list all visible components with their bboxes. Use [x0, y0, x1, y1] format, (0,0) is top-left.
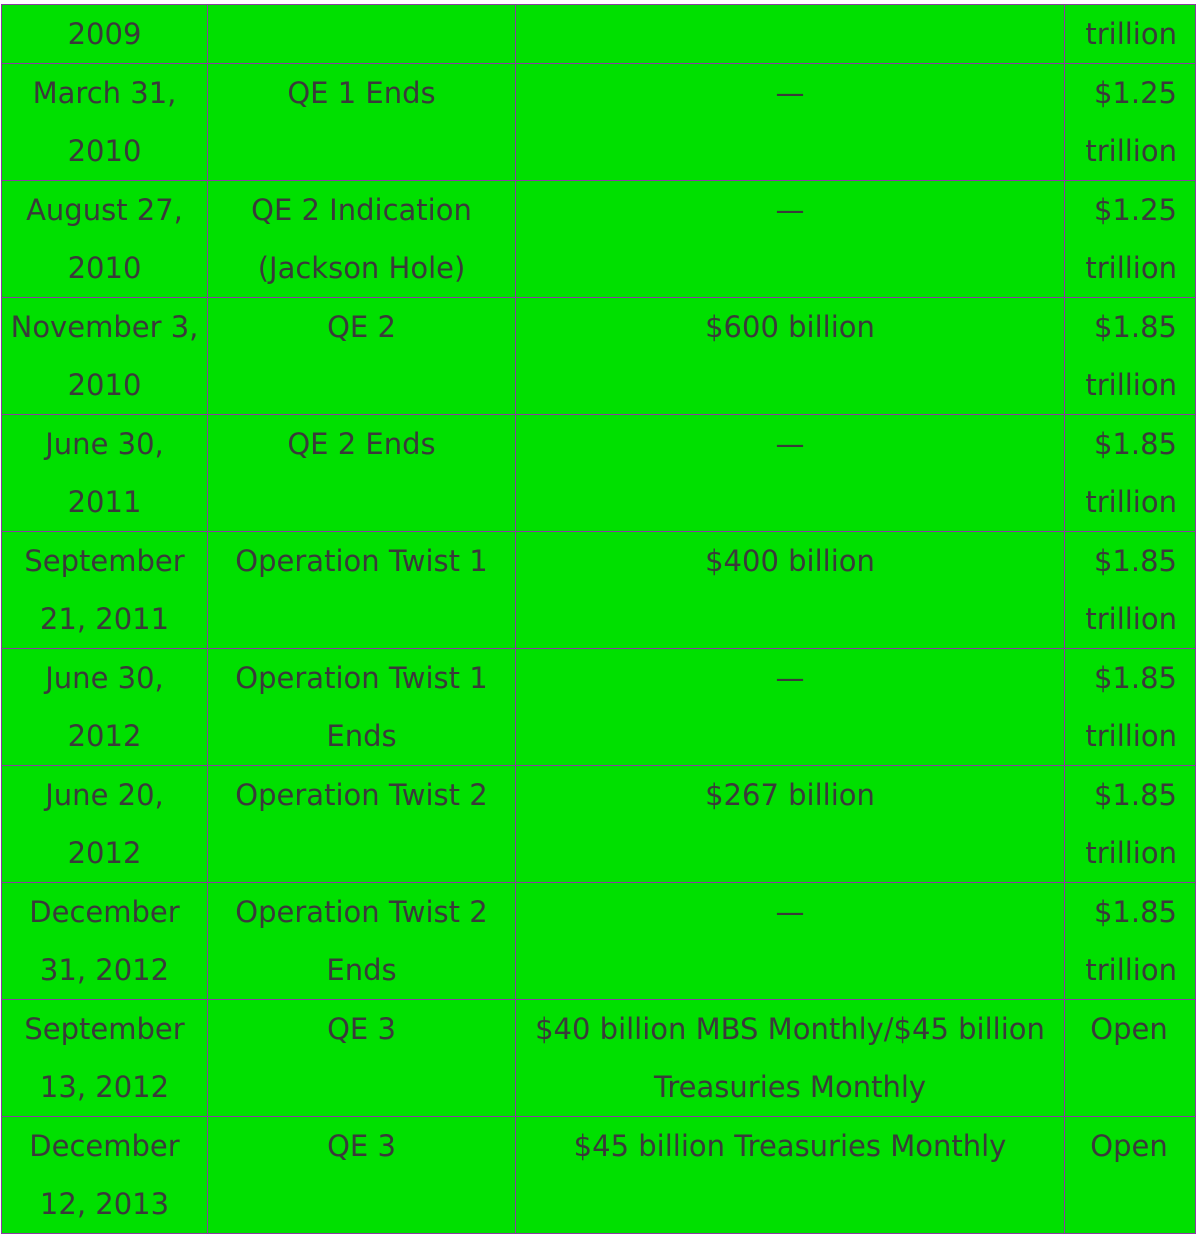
amount-cell: —: [515, 63, 1065, 181]
qe-timeline-table: 2009 trillion March 31, 2010 QE 1 Ends —…: [1, 4, 1196, 1234]
date-cell: December 12, 2013: [1, 1116, 208, 1234]
total-cell: Open: [1064, 999, 1196, 1117]
amount-cell: $400 billion: [515, 531, 1065, 649]
table-row: August 27, 2010 QE 2 Indication (Jackson…: [1, 180, 1196, 298]
table-row: June 30, 2012 Operation Twist 1 Ends — $…: [1, 648, 1196, 766]
amount-cell: —: [515, 414, 1065, 532]
total-cell: $1.85 trillion: [1064, 297, 1196, 415]
total-cell: $1.85 trillion: [1064, 414, 1196, 532]
date-cell: December 31, 2012: [1, 882, 208, 1000]
table-row: September 21, 2011 Operation Twist 1 $40…: [1, 531, 1196, 649]
table-row: December 12, 2013 QE 3 $45 billion Treas…: [1, 1116, 1196, 1234]
amount-cell: —: [515, 882, 1065, 1000]
event-cell: Operation Twist 2 Ends: [207, 882, 516, 1000]
total-cell: $1.85 trillion: [1064, 765, 1196, 883]
total-cell: $1.85 trillion: [1064, 531, 1196, 649]
date-cell: September 13, 2012: [1, 999, 208, 1117]
table-row: November 3, 2010 QE 2 $600 billion $1.85…: [1, 297, 1196, 415]
amount-cell: —: [515, 180, 1065, 298]
date-cell: September 21, 2011: [1, 531, 208, 649]
date-cell: June 30, 2011: [1, 414, 208, 532]
table-row: June 20, 2012 Operation Twist 2 $267 bil…: [1, 765, 1196, 883]
amount-cell: —: [515, 648, 1065, 766]
event-cell: QE 2: [207, 297, 516, 415]
event-cell: QE 3: [207, 999, 516, 1117]
date-cell: June 20, 2012: [1, 765, 208, 883]
total-cell: $1.85 trillion: [1064, 882, 1196, 1000]
date-cell: 2009: [1, 4, 208, 64]
amount-cell: $600 billion: [515, 297, 1065, 415]
event-cell: QE 3: [207, 1116, 516, 1234]
table-row: December 31, 2012 Operation Twist 2 Ends…: [1, 882, 1196, 1000]
total-cell: $1.25 trillion: [1064, 180, 1196, 298]
event-cell: Operation Twist 1 Ends: [207, 648, 516, 766]
table-row: 2009 trillion: [1, 4, 1196, 64]
event-cell: Operation Twist 2: [207, 765, 516, 883]
event-cell: Operation Twist 1: [207, 531, 516, 649]
total-cell: $1.85 trillion: [1064, 648, 1196, 766]
date-cell: March 31, 2010: [1, 63, 208, 181]
total-cell: Open: [1064, 1116, 1196, 1234]
date-cell: June 30, 2012: [1, 648, 208, 766]
table-row: June 30, 2011 QE 2 Ends — $1.85 trillion: [1, 414, 1196, 532]
event-cell: QE 2 Ends: [207, 414, 516, 532]
amount-cell: $45 billion Treasuries Monthly: [515, 1116, 1065, 1234]
event-cell: QE 1 Ends: [207, 63, 516, 181]
event-cell: [207, 4, 516, 64]
table-row: September 13, 2012 QE 3 $40 billion MBS …: [1, 999, 1196, 1117]
table-row: March 31, 2010 QE 1 Ends — $1.25 trillio…: [1, 63, 1196, 181]
amount-cell: $267 billion: [515, 765, 1065, 883]
amount-cell: [515, 4, 1065, 64]
event-cell: QE 2 Indication (Jackson Hole): [207, 180, 516, 298]
date-cell: August 27, 2010: [1, 180, 208, 298]
total-cell: trillion: [1064, 4, 1196, 64]
date-cell: November 3, 2010: [1, 297, 208, 415]
amount-cell: $40 billion MBS Monthly/$45 billion Trea…: [515, 999, 1065, 1117]
total-cell: $1.25 trillion: [1064, 63, 1196, 181]
